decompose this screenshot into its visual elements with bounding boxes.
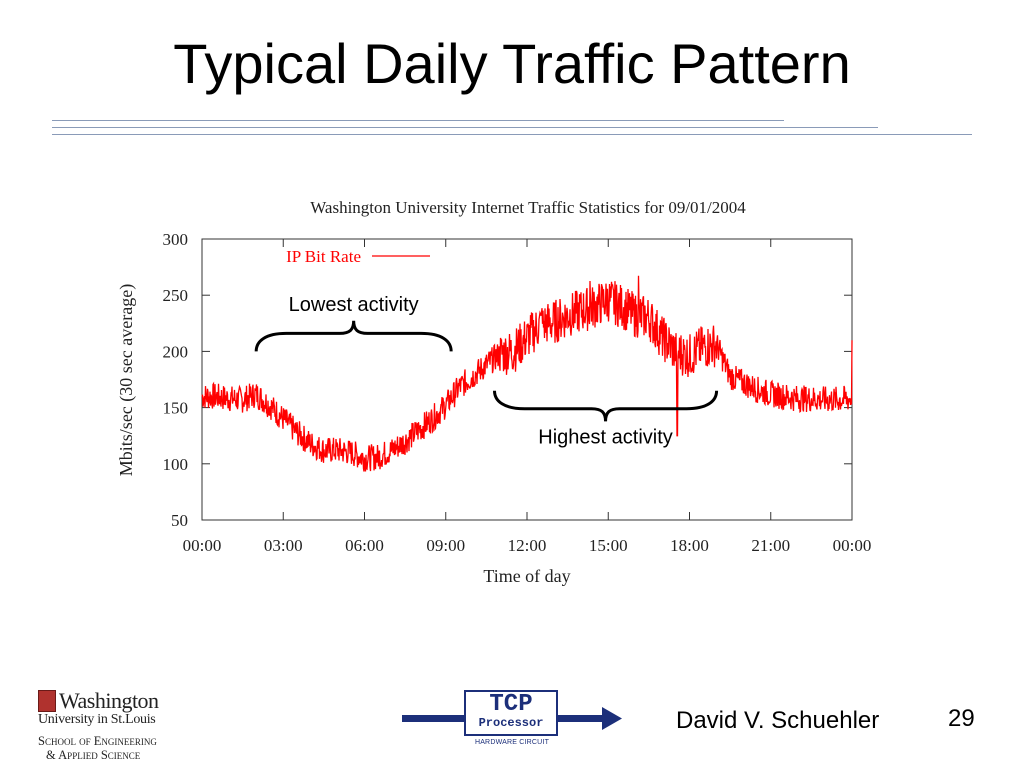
x-tick-label: 03:00 <box>264 536 303 555</box>
x-ticks: 00:00 03:00 06:00 09:00 12:00 15:00 18:00 21:00… <box>183 239 872 555</box>
tcp-logo-caption: HARDWARE CIRCUIT <box>474 739 550 746</box>
y-tick-label: 250 <box>163 286 189 305</box>
title-rule-1 <box>52 120 784 121</box>
wustl-logo: Washington University in St.Louis School… <box>38 690 178 762</box>
slide-title: Typical Daily Traffic Pattern <box>173 32 851 95</box>
x-tick-label: 21:00 <box>751 536 790 555</box>
series-line <box>201 275 853 472</box>
y-tick-label: 200 <box>163 342 189 361</box>
annotation-brace <box>254 320 453 352</box>
tcp-arrow <box>402 707 622 730</box>
legend: IP Bit Rate <box>286 247 430 266</box>
logo-university: University in St.Louis <box>38 712 156 727</box>
x-tick-label: 09:00 <box>426 536 465 555</box>
x-tick-label: 15:00 <box>589 536 628 555</box>
title-rule-3 <box>52 134 972 135</box>
x-axis-label: Time of day <box>483 566 570 586</box>
university-seal-icon <box>38 690 56 712</box>
y-ticks: 50 100 150 200 250 300 <box>163 230 852 530</box>
x-tick-label: 18:00 <box>670 536 709 555</box>
footer-author: David V. Schuehler <box>676 707 880 734</box>
y-tick-label: 150 <box>163 399 189 418</box>
arrow-left-bar <box>402 715 465 722</box>
x-tick-label: 00:00 <box>833 536 872 555</box>
logo-name: Washington <box>59 688 159 713</box>
annotation-label: Lowest activity <box>289 294 419 316</box>
logo-school-line2: & Applied Science <box>46 748 141 762</box>
y-tick-label: 50 <box>171 511 188 530</box>
logo-school-line1: School of Engineering <box>38 734 157 748</box>
arrow-right-bar <box>558 715 604 722</box>
y-axis-label: Mbits/sec (30 sec average) <box>116 284 137 476</box>
y-tick-label: 100 <box>163 455 189 474</box>
page-number: 29 <box>948 705 975 732</box>
legend-entry: IP Bit Rate <box>286 247 361 266</box>
y-tick-label: 300 <box>163 230 189 249</box>
x-tick-label: 00:00 <box>183 536 222 555</box>
arrow-head-icon <box>602 707 622 730</box>
tcp-processor-logo: TCP Processor <box>464 690 558 736</box>
x-tick-label: 06:00 <box>345 536 384 555</box>
annotations: Lowest activity Highest activity <box>254 294 719 448</box>
traffic-chart: Washington University Internet Traffic S… <box>116 198 872 586</box>
tcp-logo-main: TCP <box>489 691 533 718</box>
chart-title: Washington University Internet Traffic S… <box>310 198 746 217</box>
tcp-logo-sub: Processor <box>478 716 544 730</box>
annotation-brace <box>493 390 719 422</box>
title-rule-2 <box>52 127 878 128</box>
annotation-label: Highest activity <box>538 426 673 448</box>
x-tick-label: 12:00 <box>508 536 547 555</box>
